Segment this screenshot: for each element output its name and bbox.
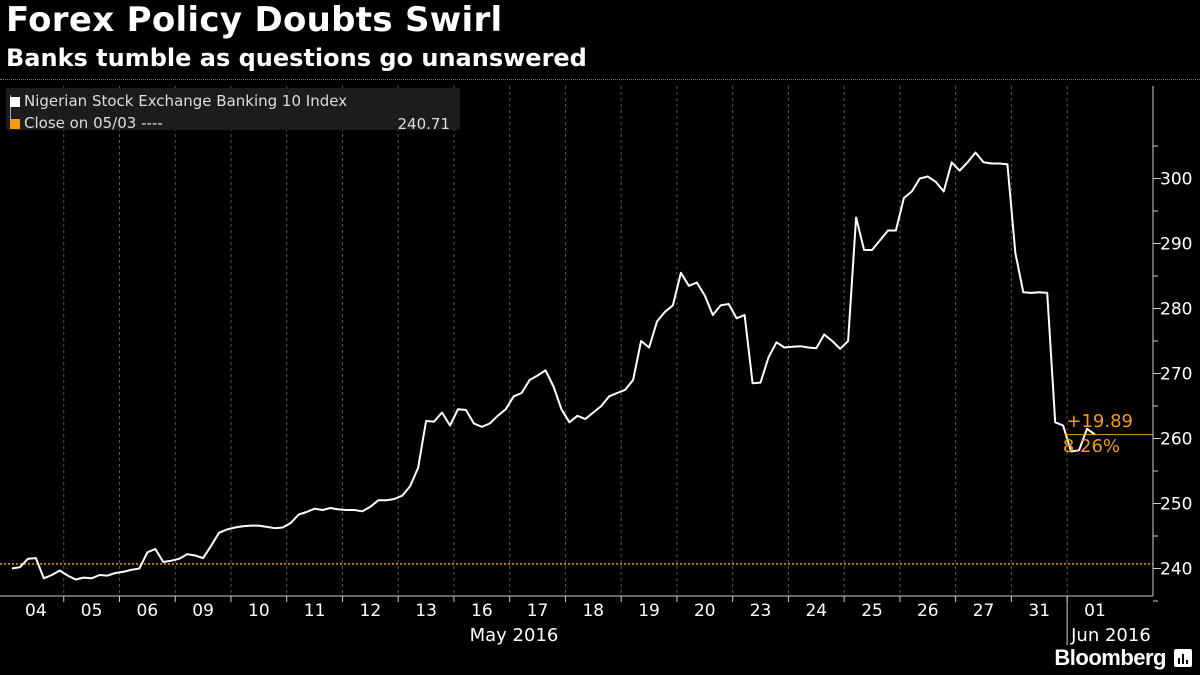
- x-tick-label-10: 10: [248, 601, 270, 621]
- x-tick-label-11: 11: [304, 601, 326, 621]
- legend: Nigerian Stock Exchange Banking 10 Index…: [6, 88, 460, 133]
- bloomberg-logo: Bloomberg: [1054, 645, 1166, 670]
- y-tick-label-290: 290: [1160, 235, 1192, 255]
- y-tick-label-260: 260: [1160, 430, 1192, 450]
- x-tick-label-23: 23: [750, 601, 772, 621]
- legend-series-label: Nigerian Stock Exchange Banking 10 Index: [24, 92, 348, 110]
- series-line-banking-index: [11, 151, 1096, 581]
- x-tick-label-01: 01: [1084, 601, 1106, 621]
- legend-swatch-orange: [10, 118, 20, 129]
- change-percent: 8.26%: [1063, 436, 1120, 457]
- x-tick-label-20: 20: [694, 601, 716, 621]
- legend-entry-close: Close on 05/03 ----: [10, 114, 163, 132]
- x-tick-label-17: 17: [527, 601, 549, 621]
- x-tick-label-05: 05: [81, 601, 103, 621]
- change-value: +19.89: [1066, 411, 1133, 432]
- x-tick-label-12: 12: [360, 601, 382, 621]
- y-tick-label-300: 300: [1160, 170, 1192, 190]
- chart-subtitle: Banks tumble as questions go unanswered: [6, 44, 587, 72]
- y-tick-label-280: 280: [1160, 300, 1192, 320]
- month-label-jun: Jun 2016: [1070, 625, 1151, 646]
- y-axis: 240 250 260 270 280 290 300: [1152, 86, 1192, 602]
- change-annotation: +19.89 8.26%: [1063, 411, 1133, 457]
- series-group: [11, 151, 1153, 581]
- x-tick-label-26: 26: [917, 601, 939, 621]
- x-tick-label-16: 16: [471, 601, 493, 621]
- legend-entry-index: Nigerian Stock Exchange Banking 10 Index: [10, 92, 347, 110]
- x-tick-label-19: 19: [638, 601, 660, 621]
- x-tick-label-09: 09: [192, 601, 214, 621]
- x-tick-label-24: 24: [805, 601, 827, 621]
- header-divider: [0, 79, 1200, 80]
- legend-swatch-white: [10, 96, 20, 107]
- bloomberg-chart-icon: [1174, 649, 1192, 667]
- chart-title: Forex Policy Doubts Swirl: [6, 0, 503, 40]
- legend-tree-connector: [10, 95, 16, 119]
- y-tick-label-240: 240: [1160, 560, 1192, 580]
- legend-close-value: 240.71: [397, 115, 451, 133]
- y-tick-label-270: 270: [1160, 365, 1192, 385]
- x-tick-label-25: 25: [861, 601, 883, 621]
- x-tick-label-13: 13: [415, 601, 437, 621]
- x-tick-label-31: 31: [1028, 601, 1050, 621]
- y-tick-label-250: 250: [1160, 495, 1192, 515]
- x-axis: 04 05 06 09 10 11 12 13 16 17 18 19 20 23 24 25 26 27 31 01…: [0, 595, 1153, 646]
- x-tick-label-04: 04: [25, 601, 47, 621]
- x-tick-label-06: 06: [137, 601, 159, 621]
- month-label-may: May 2016: [470, 625, 559, 646]
- chart-grid: [63, 86, 1068, 596]
- x-tick-label-27: 27: [973, 601, 995, 621]
- x-tick-label-18: 18: [582, 601, 604, 621]
- legend-close-label: Close on 05/03 ----: [24, 114, 163, 132]
